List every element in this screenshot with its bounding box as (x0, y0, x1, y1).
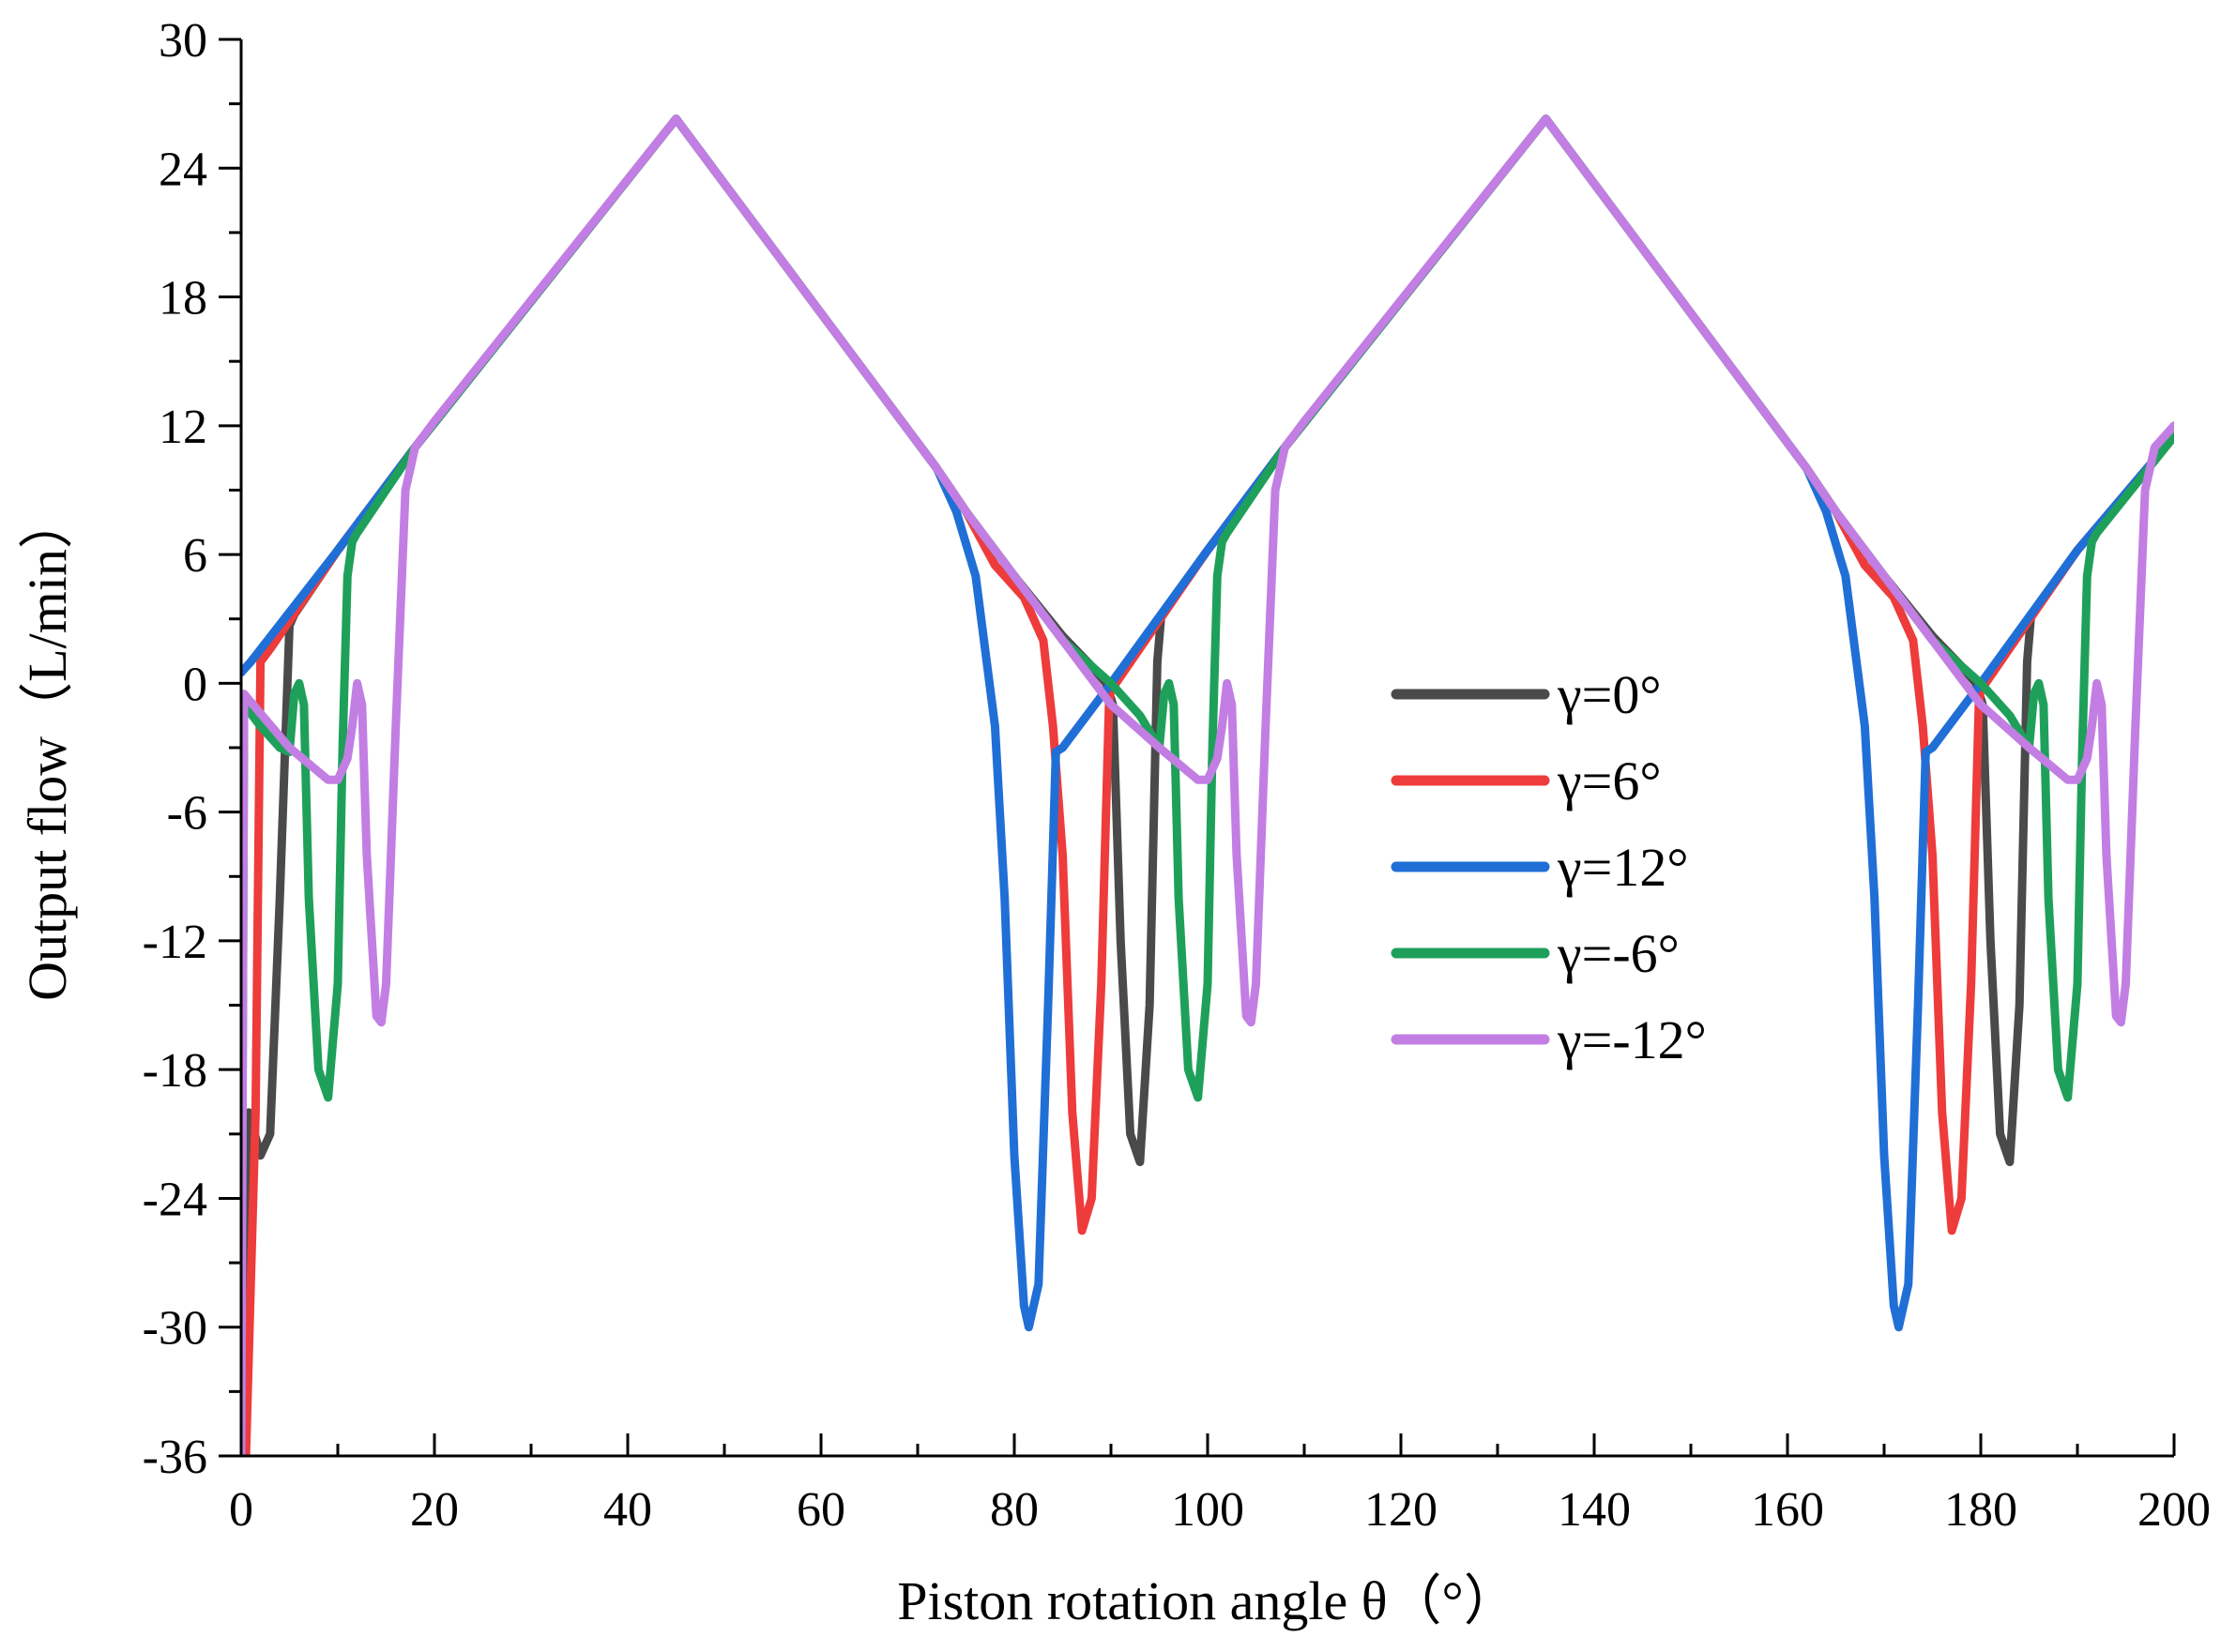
y-axis-title: Output flow（L/min） (17, 494, 78, 1001)
y-tick-label: 18 (159, 272, 207, 326)
y-tick-label: 6 (183, 529, 207, 583)
legend-label-4: γ=-12° (1557, 1009, 1707, 1070)
y-tick-label: -30 (143, 1302, 207, 1356)
series-line-2 (241, 114, 2174, 1332)
x-tick-label: 40 (603, 1483, 652, 1537)
x-tick-label: 20 (410, 1483, 459, 1537)
y-tick-label: -24 (143, 1173, 207, 1226)
series-layer (241, 114, 2174, 1456)
y-tick-label: 12 (159, 401, 207, 454)
x-tick-label: 200 (2137, 1483, 2211, 1537)
y-tick-label: 0 (183, 658, 207, 711)
y-tick-label: -18 (143, 1044, 207, 1098)
x-tick-label: 120 (1364, 1483, 1437, 1537)
x-tick-label: 100 (1171, 1483, 1244, 1537)
y-tick-label: 30 (159, 14, 207, 68)
x-tick-label: 180 (1944, 1483, 2017, 1537)
y-tick-label: 24 (159, 143, 207, 196)
y-tick-label: -12 (143, 916, 207, 969)
x-axis-title: Piston rotation angle θ（°） (897, 1570, 1518, 1631)
legend-label-3: γ=-6° (1557, 923, 1680, 984)
series-line-3 (241, 114, 2174, 1456)
x-tick-label: 0 (229, 1483, 253, 1537)
x-tick-label: 140 (1558, 1483, 1631, 1537)
legend-label-2: γ=12° (1557, 837, 1689, 898)
legend-label-0: γ=0° (1557, 664, 1662, 725)
legend-label-1: γ=6° (1557, 750, 1662, 811)
legend: γ=0° γ=6° γ=12° γ=-6° γ=-12° (1391, 664, 1707, 1070)
x-tick-label: 60 (797, 1483, 845, 1537)
axes: 0 20 40 60 80 100 120 140 160 180 200-36-30-24-18-… (143, 14, 2211, 1537)
x-tick-label: 80 (990, 1483, 1039, 1537)
y-tick-label: -6 (167, 787, 207, 841)
x-tick-label: 160 (1751, 1483, 1824, 1537)
y-tick-label: -36 (143, 1431, 207, 1484)
series-line-4 (241, 114, 2174, 1456)
